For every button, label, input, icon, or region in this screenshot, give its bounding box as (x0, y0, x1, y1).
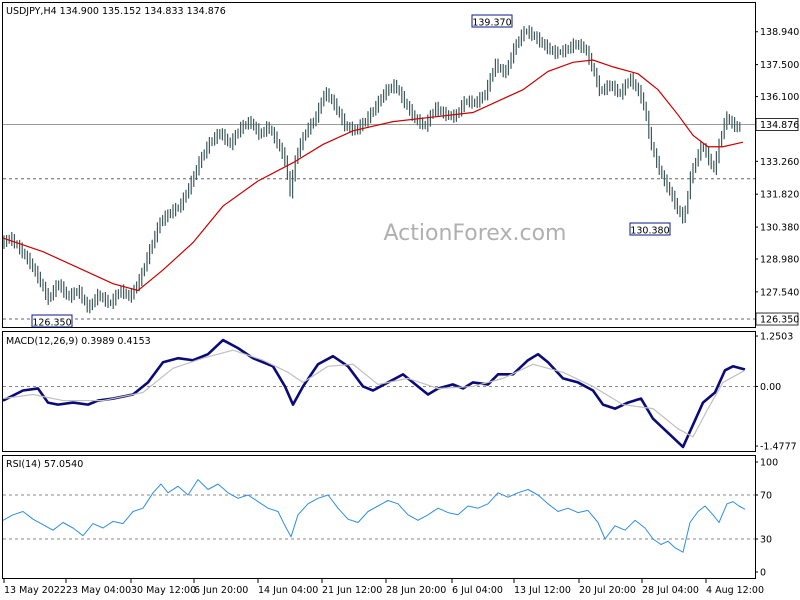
x-tick-label-9: 20 Jul 20:00 (579, 585, 636, 596)
price-header: USDJPY,H4 134.900 135.152 134.833 134.87… (6, 6, 226, 17)
annotation-label-0: 139.370 (472, 18, 511, 29)
price-ytick-label-4: 133.260 (760, 157, 799, 168)
x-tick-label-11: 4 Aug 12:00 (706, 585, 764, 596)
rsi-ytick-label-2: 30 (760, 535, 772, 546)
watermark: ActionForex.com (384, 221, 567, 246)
macd-header: MACD(12,26,9) 0.3989 0.4153 (6, 336, 151, 347)
rsi-panel-frame (2, 455, 756, 579)
macd-ytick-label-0: 1.2503 (760, 332, 793, 343)
x-tick-label-1: 23 May 04:00 (66, 585, 131, 596)
rsi-ytick-label-0: 100 (760, 458, 778, 469)
price-ytick-box-3 (755, 118, 799, 131)
annotation-label-1: 130.380 (630, 226, 669, 237)
macd-ytick-label-1: 0.00 (760, 382, 781, 393)
rsi-header: RSI(14) 57.0540 (6, 459, 83, 470)
price-ytick-label-7: 128.980 (760, 255, 799, 266)
price-ytick-label-8: 127.540 (760, 287, 799, 298)
annotation-box-2 (31, 314, 73, 328)
moving-average-line (2, 59, 744, 292)
price-ytick-label-1: 137.500 (760, 60, 799, 71)
x-tick-label-0: 13 May 2022 (4, 585, 66, 596)
macd-signal-line (2, 349, 746, 438)
x-tick-label-7: 6 Jul 04:00 (452, 585, 503, 596)
price-annotation-0: 139.370 (471, 14, 513, 29)
price-ytick-label-9: 126.350 (760, 315, 799, 326)
price-panel-frame (2, 2, 756, 328)
annotation-label-2: 126.350 (32, 318, 71, 329)
price-ytick-box-9 (755, 312, 799, 326)
price-ytick-label-2: 136.100 (760, 92, 799, 103)
x-tick-label-10: 28 Jul 04:00 (642, 585, 699, 596)
price-annotation-1: 130.380 (629, 222, 671, 237)
price-ytick-label-5: 131.820 (760, 190, 799, 201)
macd-panel-frame (2, 331, 756, 452)
x-tick-label-8: 13 Jul 12:00 (514, 585, 571, 596)
rsi-line (2, 479, 746, 553)
rsi-ytick-label-3: 0 (760, 568, 766, 579)
x-tick-label-3: 6 Jun 20:00 (194, 585, 248, 596)
annotation-box-1 (629, 222, 671, 236)
x-tick-label-6: 28 Jun 20:00 (386, 585, 446, 596)
x-tick-label-4: 14 Jun 04:00 (258, 585, 318, 596)
annotation-box-0 (471, 14, 513, 28)
price-ytick-label-3: 134.876 (760, 120, 799, 131)
rsi-ytick-label-1: 70 (760, 491, 772, 502)
x-tick-label-2: 30 May 12:00 (131, 585, 196, 596)
price-annotation-2: 126.350 (31, 314, 73, 329)
price-ytick-label-0: 138.940 (760, 27, 799, 38)
macd-main-line (2, 338, 746, 449)
macd-ytick-label-2: -1.4777 (760, 442, 797, 453)
price-ytick-label-6: 130.380 (760, 223, 799, 234)
x-tick-label-5: 21 Jun 12:00 (322, 585, 382, 596)
